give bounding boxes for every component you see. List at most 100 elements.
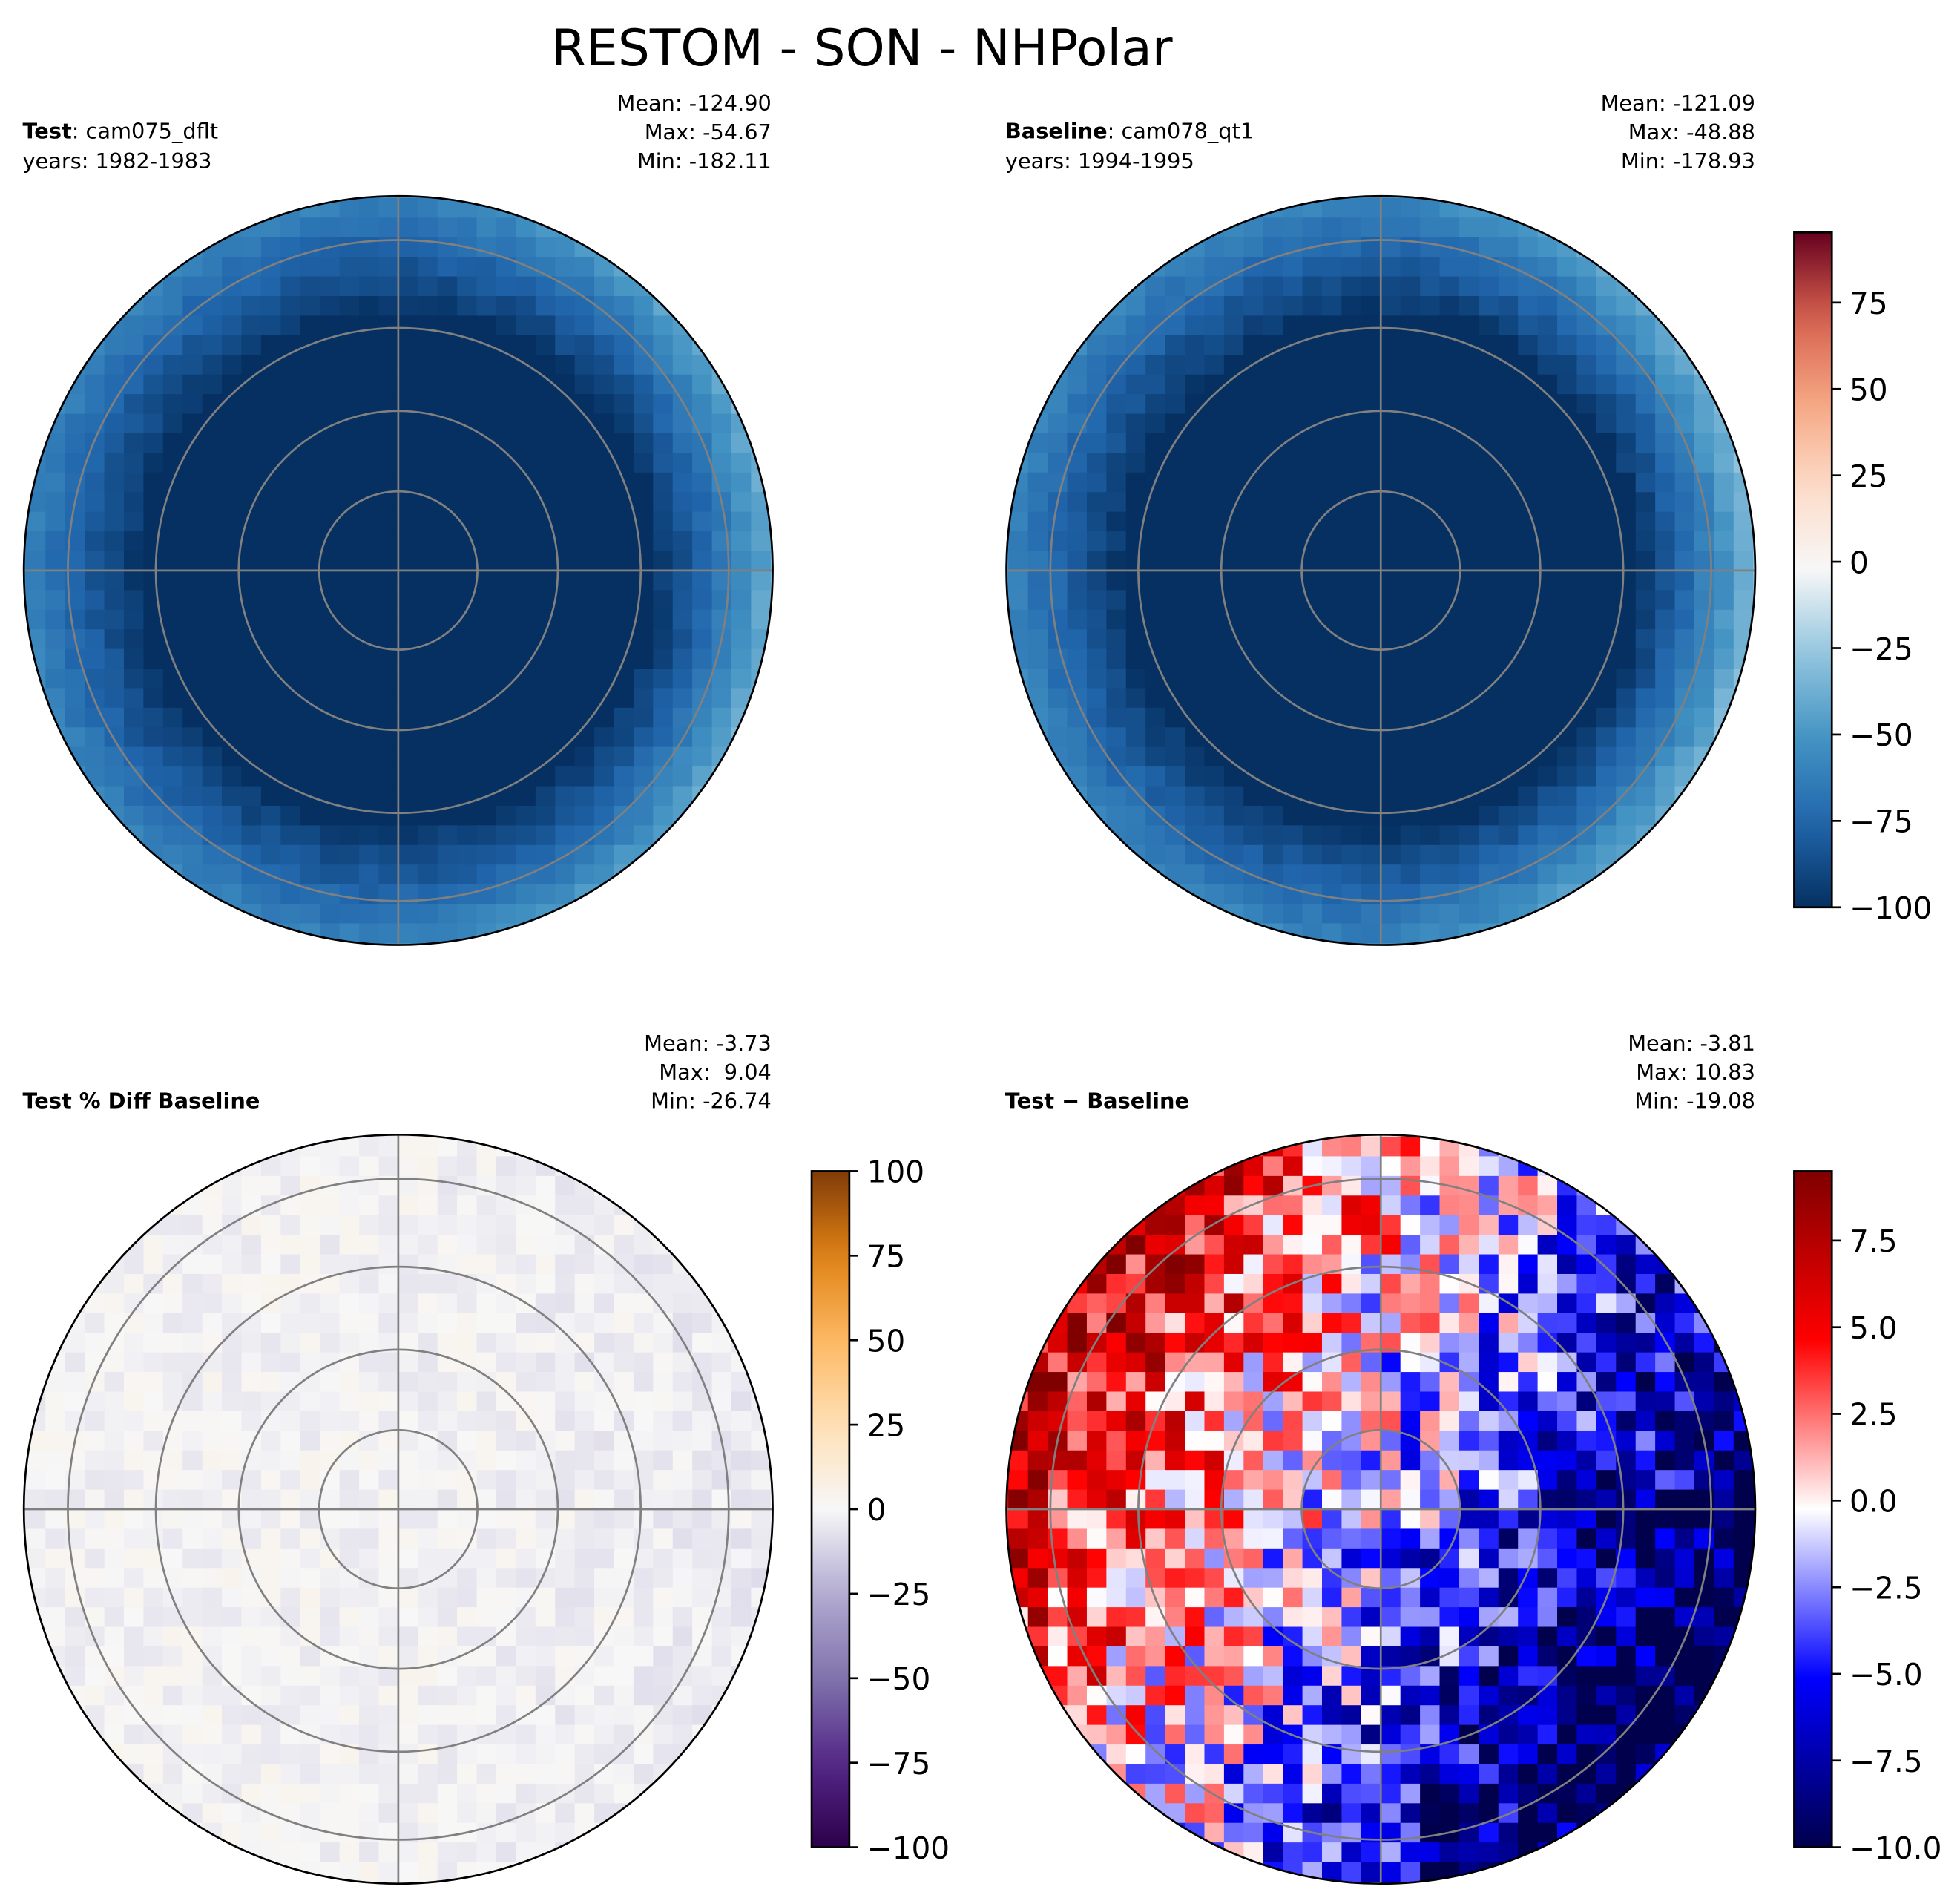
map-cell bbox=[378, 511, 399, 532]
map-cell bbox=[1479, 355, 1499, 375]
map-cell bbox=[692, 609, 713, 630]
map-cell bbox=[280, 1803, 301, 1824]
map-cell bbox=[1302, 1783, 1323, 1804]
map-cell bbox=[535, 884, 556, 904]
map-cell bbox=[1204, 257, 1225, 278]
map-cell bbox=[1006, 590, 1009, 611]
map-cell bbox=[1616, 805, 1637, 827]
map-cell bbox=[1165, 335, 1185, 355]
map-cell bbox=[457, 1372, 478, 1393]
map-cell bbox=[280, 296, 301, 317]
map-cell bbox=[1006, 1470, 1009, 1491]
map-cell bbox=[1420, 394, 1441, 415]
map-cell bbox=[476, 590, 497, 611]
map-cell bbox=[1185, 531, 1206, 552]
map-cell bbox=[574, 1175, 595, 1196]
map-cell bbox=[711, 1626, 732, 1647]
map-cell bbox=[1361, 1254, 1381, 1275]
map-cell bbox=[300, 1764, 320, 1784]
map-cell bbox=[1027, 648, 1048, 669]
map-cell bbox=[1283, 746, 1303, 767]
map-cell bbox=[1439, 648, 1460, 669]
map-cell bbox=[1498, 668, 1519, 689]
map-cell bbox=[1381, 355, 1401, 375]
map-cell bbox=[1086, 1705, 1108, 1726]
map-cell bbox=[1596, 413, 1617, 434]
map-cell bbox=[1145, 707, 1166, 728]
map-cell bbox=[398, 786, 418, 807]
map-cell bbox=[1381, 296, 1401, 317]
map-cell bbox=[614, 1548, 634, 1569]
map-cell bbox=[162, 590, 183, 611]
map-cell bbox=[1243, 1254, 1264, 1275]
map-cell bbox=[1302, 1411, 1323, 1431]
map-cell bbox=[731, 1470, 752, 1491]
map-cell bbox=[320, 1372, 341, 1393]
map-cell bbox=[202, 355, 223, 375]
map-cell bbox=[1243, 413, 1264, 434]
map-cell bbox=[1400, 1685, 1421, 1706]
map-cell bbox=[1283, 609, 1303, 630]
map-cell bbox=[359, 1862, 380, 1882]
map-cell bbox=[633, 1235, 654, 1255]
map-cell bbox=[535, 1137, 556, 1157]
map-cell bbox=[1400, 1293, 1421, 1314]
map-cell bbox=[1185, 1195, 1206, 1216]
map-cell bbox=[1086, 453, 1108, 473]
map-cell bbox=[594, 355, 615, 375]
map-cell bbox=[1341, 904, 1362, 925]
map-cell bbox=[1635, 453, 1656, 473]
map-cell bbox=[1518, 1391, 1539, 1412]
map-cell bbox=[25, 609, 46, 630]
map-cell bbox=[731, 531, 752, 552]
map-cell bbox=[182, 1489, 203, 1510]
map-cell bbox=[1125, 1528, 1146, 1549]
map-cell bbox=[1283, 217, 1303, 238]
map-cell bbox=[692, 590, 713, 611]
map-cell bbox=[476, 1587, 497, 1608]
map-cell bbox=[202, 1235, 223, 1255]
map-cell bbox=[339, 1195, 360, 1216]
map-cell bbox=[633, 746, 654, 767]
map-cell bbox=[555, 688, 576, 709]
map-cell bbox=[555, 668, 576, 689]
map-cell bbox=[320, 1235, 341, 1255]
map-cell bbox=[300, 1803, 320, 1824]
map-cell bbox=[1361, 923, 1381, 944]
map-cell bbox=[1361, 1431, 1381, 1451]
map-cell bbox=[1537, 1372, 1558, 1393]
map-cell bbox=[143, 590, 164, 611]
panel-years: years: 1982-1983 bbox=[22, 148, 211, 174]
map-cell bbox=[1459, 276, 1480, 297]
map-cell bbox=[65, 355, 85, 375]
map-cell bbox=[241, 786, 262, 807]
map-cell bbox=[516, 276, 536, 297]
map-cell bbox=[1518, 531, 1539, 552]
map-cell bbox=[1341, 746, 1362, 767]
map-cell bbox=[476, 942, 497, 945]
map-cell bbox=[516, 492, 536, 513]
map-cell bbox=[378, 1724, 399, 1745]
map-cell bbox=[143, 1431, 164, 1451]
map-cell bbox=[672, 766, 693, 787]
map-cell bbox=[1204, 609, 1225, 630]
map-cell bbox=[1145, 1528, 1166, 1549]
stat-max: Max: -54.67 bbox=[645, 119, 772, 145]
map-cell bbox=[280, 1411, 301, 1431]
map-cell bbox=[1420, 1137, 1441, 1157]
map-cell bbox=[1283, 942, 1303, 945]
map-cell bbox=[123, 492, 145, 513]
map-cell bbox=[1420, 1803, 1441, 1824]
map-cell bbox=[1361, 1528, 1381, 1549]
map-cell bbox=[1106, 1509, 1127, 1530]
map-cell bbox=[1125, 1431, 1146, 1451]
map-cell bbox=[1518, 884, 1539, 904]
map-cell bbox=[24, 531, 27, 552]
map-cell bbox=[202, 766, 223, 787]
map-cell bbox=[1439, 727, 1460, 748]
map-cell bbox=[711, 1528, 732, 1549]
map-cell bbox=[653, 1254, 674, 1275]
map-cell bbox=[476, 1450, 497, 1471]
map-cell bbox=[1008, 1509, 1029, 1530]
map-cell bbox=[300, 1470, 320, 1491]
